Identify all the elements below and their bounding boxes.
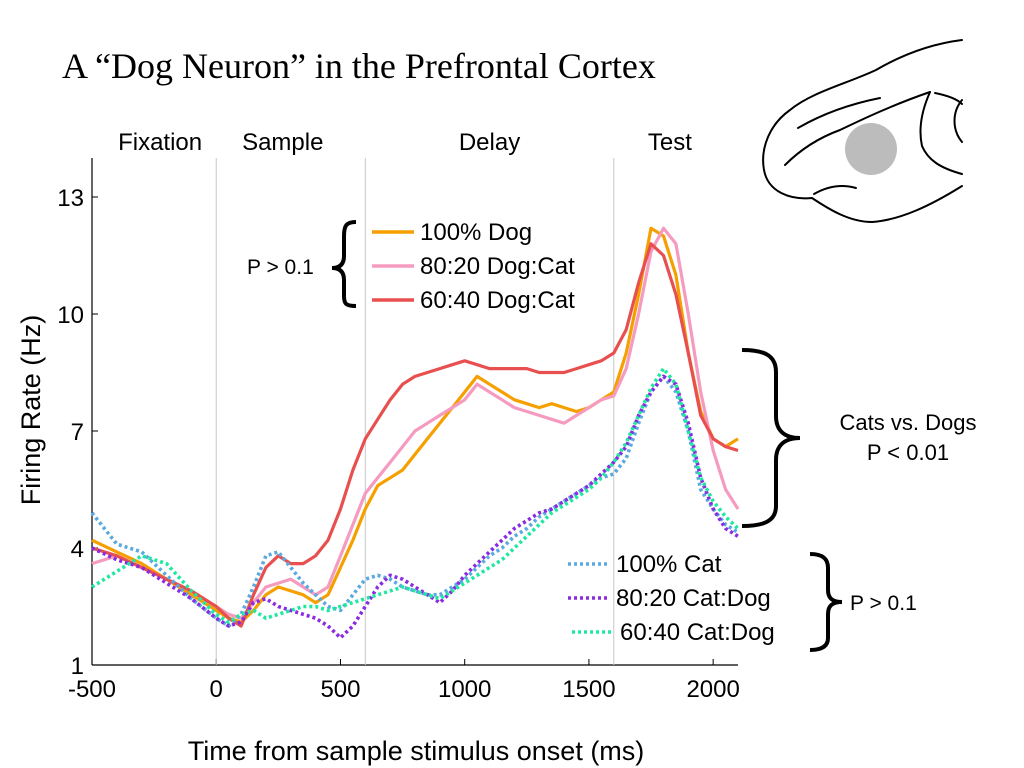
y-axis-label: Firing Rate (Hz)	[16, 315, 46, 506]
series-line-60-40-dog-cat	[91, 242, 739, 628]
x-tick-label: 2000	[686, 676, 739, 703]
cat-group-p-value: P > 0.1	[850, 592, 917, 615]
plot-axes: -500 0 500 1000 1500 2000 1 4 7 10 13	[57, 158, 740, 703]
x-tick-label: 1500	[562, 676, 615, 703]
cats-vs-dogs-p-value: P < 0.01	[867, 440, 949, 465]
monkey-brain-lateral-view-icon	[762, 39, 963, 223]
dog-group-bracket	[331, 220, 357, 308]
significance-annotations: P > 0.1 Cats vs. Dogs P < 0.01 P > 0.1	[247, 220, 977, 652]
cats-vs-dogs-bracket	[741, 348, 801, 528]
y-tick-label: 1	[71, 653, 84, 680]
slide-title: A “Dog Neuron” in the Prefrontal Cortex	[62, 46, 656, 86]
cat-group-bracket	[809, 552, 843, 652]
x-tick-label: 0	[210, 676, 223, 703]
x-tick-label: -500	[68, 676, 116, 703]
epoch-label-test: Test	[648, 129, 692, 156]
dog-group-p-value: P > 0.1	[247, 256, 314, 279]
series-line-80-20-dog-cat	[91, 226, 740, 620]
x-axis-label: Time from sample stimulus onset (ms)	[188, 736, 645, 766]
legend-label: 60:40 Dog:Cat	[420, 287, 575, 314]
series-line-100-dog	[91, 226, 739, 624]
legend-label: 60:40 Cat:Dog	[620, 619, 775, 646]
epoch-label-sample: Sample	[242, 129, 323, 156]
y-tick-label: 13	[57, 185, 84, 212]
x-tick-label: 500	[320, 676, 360, 703]
epoch-label-delay: Delay	[459, 129, 520, 156]
legend-label: 100% Cat	[616, 551, 722, 578]
x-tick-label: 1000	[438, 676, 491, 703]
recording-site-marker	[845, 123, 897, 175]
epoch-label-fixation: Fixation	[118, 129, 202, 156]
epoch-labels: Fixation Sample Delay Test	[118, 129, 692, 665]
legend: 100% Dog 80:20 Dog:Cat 60:40 Dog:Cat 100% C…	[372, 219, 775, 646]
legend-label: 100% Dog	[420, 219, 532, 246]
cats-vs-dogs-label: Cats vs. Dogs	[840, 410, 977, 435]
y-tick-label: 10	[57, 302, 84, 329]
y-tick-label: 4	[71, 536, 84, 563]
legend-label: 80:20 Cat:Dog	[616, 585, 771, 612]
series-line-100-cat	[90, 374, 739, 628]
y-tick-label: 7	[71, 419, 84, 446]
legend-label: 80:20 Dog:Cat	[420, 253, 575, 280]
series-lines	[90, 226, 740, 640]
